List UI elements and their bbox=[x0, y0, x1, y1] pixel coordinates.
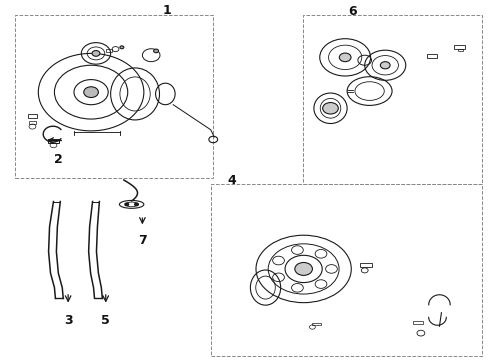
Text: 6: 6 bbox=[348, 5, 357, 18]
Text: 4: 4 bbox=[227, 174, 236, 186]
Bar bbox=[48, 139, 59, 143]
Circle shape bbox=[84, 87, 98, 98]
Text: 1: 1 bbox=[163, 4, 171, 17]
Text: 2: 2 bbox=[54, 153, 63, 166]
Circle shape bbox=[92, 50, 100, 56]
Bar bbox=[458, 49, 463, 51]
Bar bbox=[27, 114, 37, 118]
Bar bbox=[360, 263, 372, 267]
Bar bbox=[28, 121, 36, 124]
Circle shape bbox=[339, 53, 351, 62]
Bar bbox=[454, 45, 465, 49]
Bar bbox=[313, 323, 321, 325]
Bar bbox=[211, 184, 482, 356]
Bar bbox=[413, 321, 423, 324]
Bar bbox=[427, 54, 437, 58]
Circle shape bbox=[380, 62, 390, 69]
Bar bbox=[303, 15, 482, 184]
Bar bbox=[106, 49, 112, 51]
Text: 7: 7 bbox=[138, 234, 147, 247]
Text: 3: 3 bbox=[64, 314, 73, 327]
Bar bbox=[15, 15, 213, 178]
Circle shape bbox=[120, 46, 124, 49]
Circle shape bbox=[323, 103, 338, 114]
Circle shape bbox=[125, 203, 129, 206]
Circle shape bbox=[154, 49, 159, 53]
Text: 5: 5 bbox=[101, 314, 110, 327]
Circle shape bbox=[135, 203, 139, 206]
Circle shape bbox=[295, 262, 313, 275]
